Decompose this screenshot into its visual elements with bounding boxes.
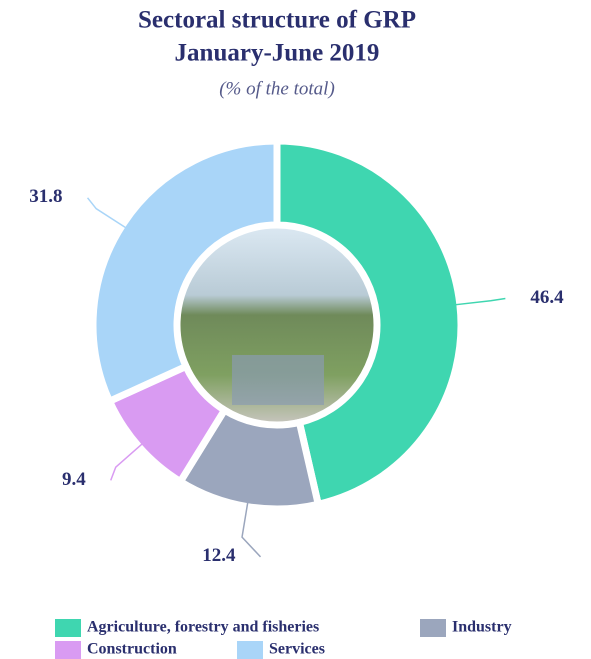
data-label: 9.4 <box>62 469 86 490</box>
leader-line <box>456 298 506 304</box>
leader-line <box>88 198 126 228</box>
legend-label: Services <box>269 641 325 658</box>
chart-title-line2: January-June 2019 <box>175 40 380 67</box>
chart-subtitle: (% of the total) <box>219 78 335 99</box>
legend-swatch <box>420 619 446 637</box>
legend-label: Construction <box>87 641 177 658</box>
center-photo-building <box>232 355 324 405</box>
data-label: 12.4 <box>202 545 236 566</box>
legend-swatch <box>237 641 263 659</box>
legend-swatch <box>55 619 81 637</box>
data-label: 46.4 <box>530 287 564 308</box>
chart: Sectoral structure of GRP January-June 2… <box>0 0 591 659</box>
legend-swatch <box>55 641 81 659</box>
legend-label: Agriculture, forestry and fisheries <box>87 619 319 636</box>
chart-title: Sectoral structure of GRP <box>138 7 416 34</box>
data-label: 31.8 <box>29 186 62 207</box>
legend-label: Industry <box>452 619 512 636</box>
